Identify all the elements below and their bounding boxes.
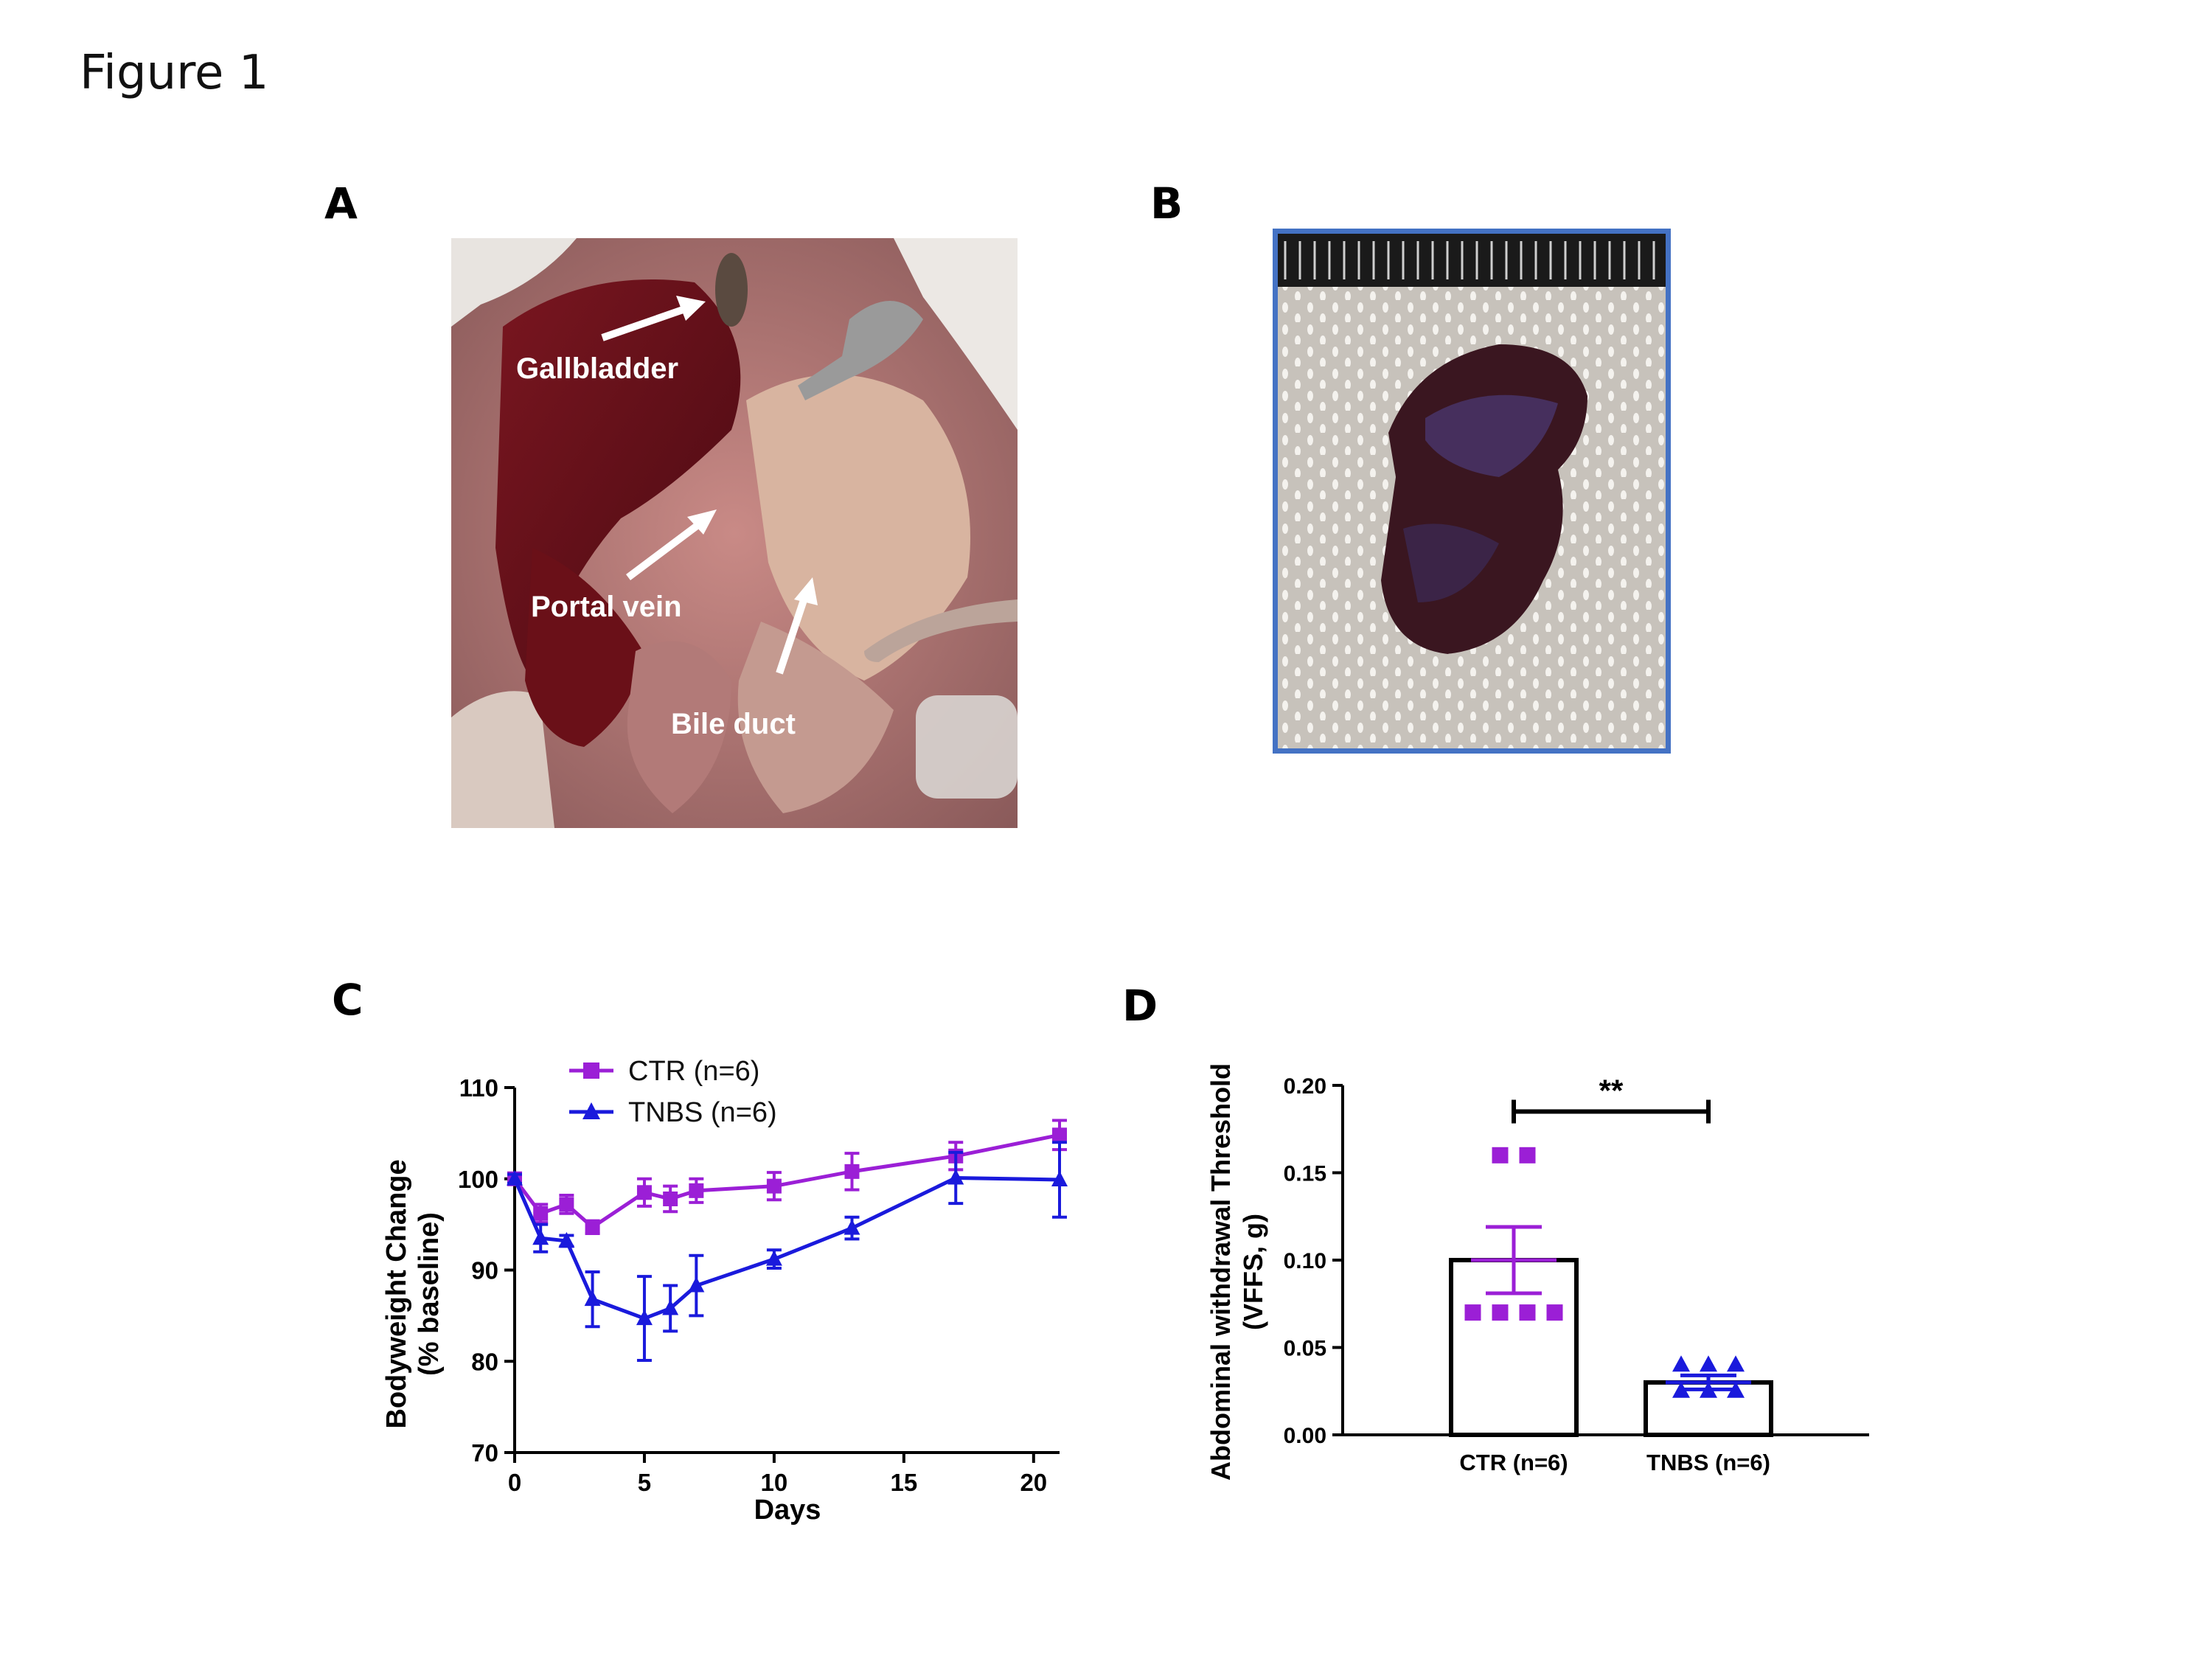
portal-vein-arrow bbox=[626, 509, 717, 580]
panel-c-letter: C bbox=[332, 975, 364, 1025]
data-point bbox=[1052, 1127, 1067, 1143]
c-x-tick-label: 10 bbox=[761, 1469, 788, 1496]
data-point bbox=[689, 1183, 704, 1198]
ruler-ticks bbox=[1284, 241, 1655, 279]
data-point bbox=[844, 1164, 860, 1179]
gallbladder bbox=[715, 253, 748, 327]
threshold-bar-chart: 0.00 0.05 0.10 0.15 0.20 CTR (n=6) TNBS (n=6)… bbox=[1206, 1063, 1869, 1481]
scatter-point bbox=[1700, 1355, 1717, 1372]
panel-b-letter: B bbox=[1150, 178, 1183, 229]
c-y-tick-label: 90 bbox=[471, 1257, 498, 1284]
legend-tnbs-marker bbox=[582, 1102, 600, 1119]
scatter-point bbox=[1546, 1304, 1563, 1321]
d-axes: 0.00 0.05 0.10 0.15 0.20 bbox=[1284, 1074, 1869, 1448]
c-x-tick-label: 0 bbox=[508, 1469, 521, 1496]
c-y-tick-label: 100 bbox=[458, 1166, 498, 1193]
scatter-point bbox=[1672, 1355, 1690, 1372]
panel-a-letter: A bbox=[324, 178, 358, 229]
data-point bbox=[585, 1220, 600, 1235]
c-xlabel: Days bbox=[754, 1495, 821, 1526]
c-y-tick-label: 70 bbox=[471, 1439, 498, 1467]
data-point bbox=[507, 1169, 523, 1186]
data-point bbox=[766, 1178, 782, 1194]
panel-d-letter: D bbox=[1122, 981, 1158, 1031]
scatter-point bbox=[1727, 1355, 1745, 1372]
c-x-tick-label: 15 bbox=[890, 1469, 917, 1496]
scatter-point bbox=[1492, 1147, 1509, 1164]
d-y-tick-label: 0.10 bbox=[1284, 1249, 1326, 1273]
c-y-tick-label: 110 bbox=[459, 1074, 498, 1102]
data-point bbox=[558, 1231, 575, 1248]
series-line-tnbs bbox=[512, 1176, 1060, 1321]
c-data bbox=[507, 1119, 1068, 1363]
bodyweight-line-chart: 70 80 90 100 110 0 5 10 15 20 Days Bodyweight Cha… bbox=[381, 1056, 1068, 1526]
d-ylabel-2: (VFFS, g) bbox=[1238, 1214, 1268, 1330]
legend-ctr-label: CTR (n=6) bbox=[628, 1056, 759, 1087]
c-ylabel: Bodyweight Change bbox=[381, 1159, 412, 1428]
data-point bbox=[636, 1185, 652, 1200]
c-axes: 70 80 90 100 110 0 5 10 15 20 bbox=[458, 1074, 1060, 1496]
data-point bbox=[636, 1310, 653, 1326]
scatter-point bbox=[1519, 1304, 1536, 1321]
d-y-tick-label: 0.20 bbox=[1284, 1074, 1326, 1099]
data-point bbox=[1051, 1170, 1068, 1186]
scatter-point bbox=[1464, 1304, 1481, 1321]
figure-title: Figure 1 bbox=[80, 46, 269, 100]
gallbladder-arrow bbox=[601, 296, 706, 341]
data-point bbox=[584, 1290, 601, 1307]
fur-region bbox=[451, 238, 577, 327]
bile-duct-arrow bbox=[776, 577, 818, 675]
series-line-ctr bbox=[512, 1133, 1060, 1230]
specimen-photo bbox=[1273, 229, 1671, 754]
data-point bbox=[947, 1169, 964, 1185]
portal-vein-label: Portal vein bbox=[531, 591, 682, 623]
data-point bbox=[559, 1197, 574, 1212]
data-point bbox=[844, 1219, 860, 1235]
bile-duct-label: Bile duct bbox=[671, 708, 796, 740]
surgical-photo: Gallbladder Portal vein Bile duct bbox=[451, 238, 1018, 828]
d-y-tick-label: 0.15 bbox=[1284, 1162, 1326, 1186]
significance-label: ** bbox=[1599, 1074, 1624, 1108]
c-legend: CTR (n=6) TNBS (n=6) bbox=[569, 1056, 777, 1128]
data-point bbox=[532, 1229, 549, 1245]
scatter-point bbox=[1492, 1304, 1509, 1321]
data-point bbox=[663, 1191, 678, 1206]
d-x-tick-label: TNBS (n=6) bbox=[1646, 1450, 1770, 1475]
ruler bbox=[1278, 234, 1666, 287]
scatter-point bbox=[1519, 1147, 1536, 1164]
c-x-tick-label: 5 bbox=[638, 1469, 651, 1496]
data-point bbox=[765, 1250, 782, 1266]
legend-tnbs-label: TNBS (n=6) bbox=[628, 1097, 777, 1128]
data-point bbox=[662, 1299, 679, 1315]
d-data: CTR (n=6) TNBS (n=6) ** bbox=[1449, 1074, 1773, 1475]
c-ylabel-2: (% baseline) bbox=[414, 1212, 445, 1376]
d-ylabel: Abdominal withdrawal Threshold bbox=[1206, 1063, 1236, 1481]
d-y-tick-label: 0.00 bbox=[1284, 1424, 1326, 1448]
data-point bbox=[688, 1276, 705, 1293]
data-point bbox=[533, 1206, 549, 1221]
d-x-tick-label: CTR (n=6) bbox=[1459, 1450, 1568, 1475]
c-y-tick-label: 80 bbox=[471, 1348, 498, 1375]
c-x-tick-label: 20 bbox=[1020, 1469, 1047, 1496]
gallbladder-label: Gallbladder bbox=[516, 352, 678, 385]
d-y-tick-label: 0.05 bbox=[1284, 1337, 1326, 1361]
retractor bbox=[798, 301, 923, 400]
legend-ctr-marker bbox=[583, 1062, 599, 1079]
